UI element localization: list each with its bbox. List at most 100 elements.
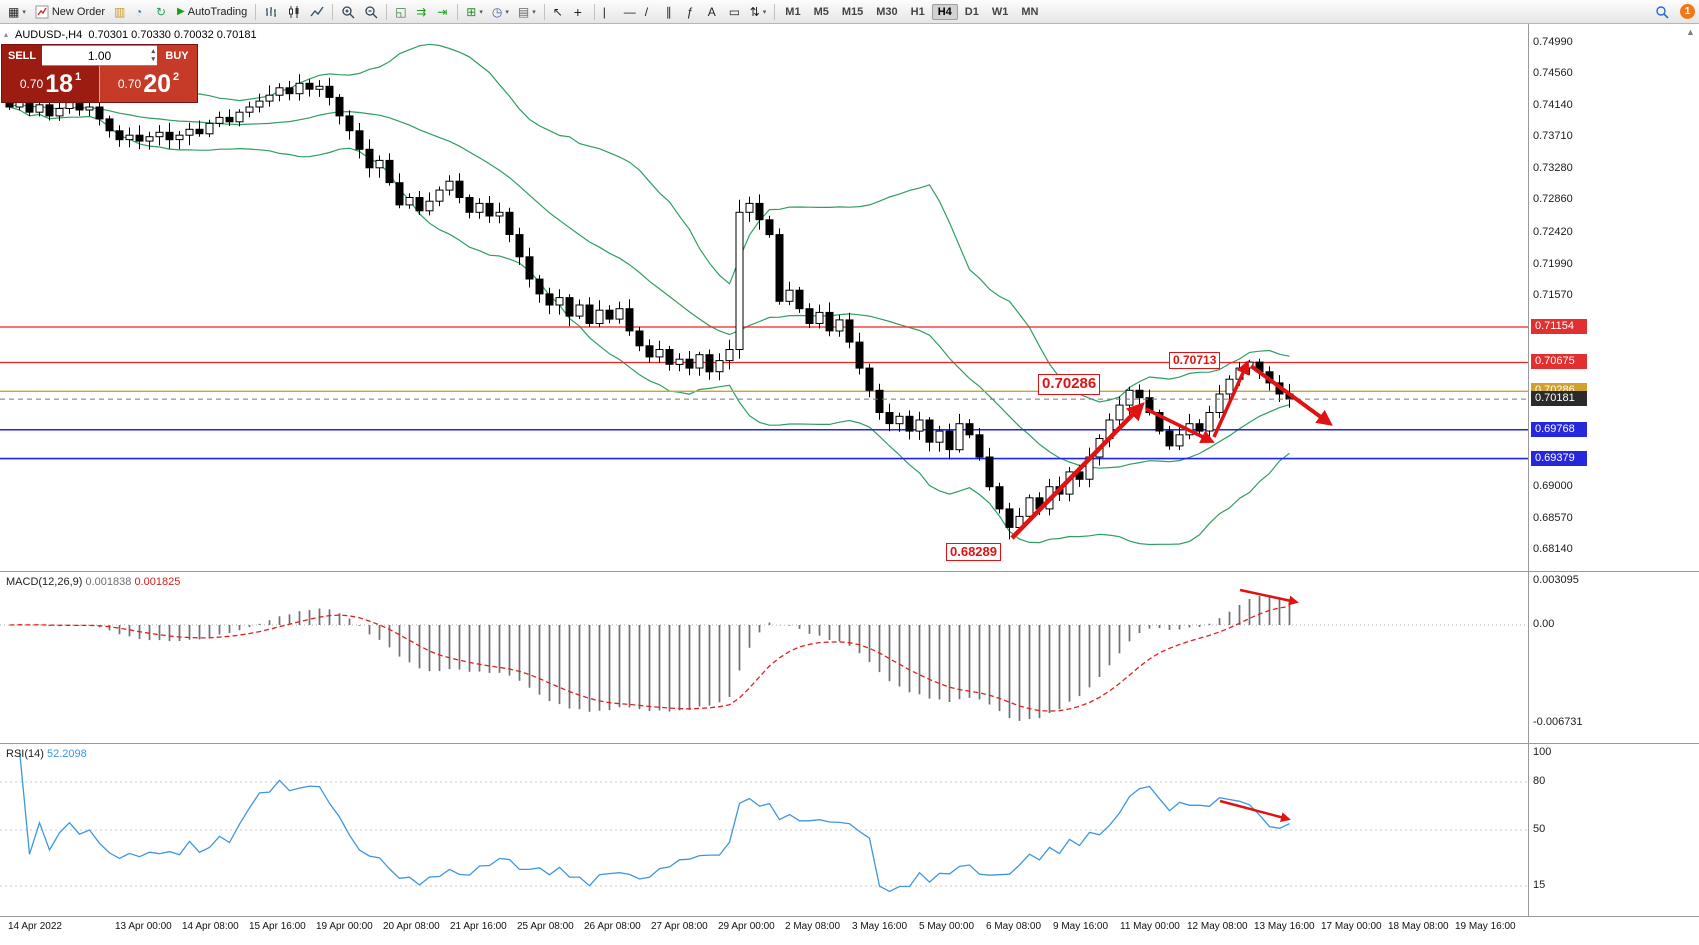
price-axis-tick: 0.68140	[1533, 543, 1573, 556]
panel-splitter[interactable]	[0, 740, 1699, 747]
timeframe-w1-button[interactable]: W1	[986, 4, 1015, 20]
rsi-scale-label: 80	[1533, 775, 1546, 787]
chart-shift-button[interactable]: ⇥	[433, 2, 453, 22]
toolbar-separator	[255, 3, 257, 20]
time-axis-label: 6 May 08:00	[986, 921, 1042, 932]
label-tool-button[interactable]: ▭	[725, 2, 745, 22]
time-axis-label: 5 May 00:00	[919, 921, 975, 932]
price-axis-badge: 0.70181	[1531, 391, 1587, 407]
fibonacci-button[interactable]: ƒ	[683, 2, 703, 22]
macd-label: MACD(12,26,9) 0.001838 0.001825	[6, 576, 181, 588]
timeframe-d1-button[interactable]: D1	[959, 4, 985, 20]
auto-scroll-button[interactable]: ⇉	[412, 2, 432, 22]
sell-price-big: 18	[45, 69, 74, 98]
fibonacci-icon: ƒ	[686, 4, 694, 19]
sell-price[interactable]: 0.70 18 1	[2, 66, 99, 102]
time-axis-label: 19 May 16:00	[1455, 921, 1516, 932]
price-annotation-label[interactable]: 0.68289	[946, 543, 1001, 562]
zoom-out-button[interactable]	[360, 2, 382, 22]
crosshair-button[interactable]: +	[570, 2, 590, 22]
scroll-up-icon[interactable]: ▲	[1686, 27, 1695, 37]
timeframe-h4-button[interactable]: H4	[931, 3, 958, 20]
price-axis-tick: 0.69000	[1533, 479, 1573, 492]
refresh-icon: ↻	[156, 4, 167, 19]
expert-advisors-button[interactable]: ▥	[110, 2, 130, 22]
toolbar-separator	[386, 3, 388, 20]
zoom-in-icon	[342, 5, 355, 18]
time-axis-label: 25 Apr 08:00	[517, 921, 574, 932]
sell-price-small: 0.70	[19, 77, 44, 91]
cursor-button[interactable]: ↖	[549, 2, 569, 22]
time-axis-label: 21 Apr 16:00	[450, 921, 507, 932]
text-tool-button[interactable]: A	[704, 2, 724, 22]
timeframe-m15-button[interactable]: M15	[836, 4, 869, 20]
chart-window-icon: ▦	[8, 4, 20, 19]
crosshair-icon: +	[573, 3, 582, 20]
notification-badge[interactable]: 1	[1680, 4, 1695, 19]
search-icon	[1656, 5, 1669, 19]
horizontal-line-button[interactable]: —	[620, 2, 640, 22]
price-axis-tick: 0.74990	[1533, 35, 1573, 48]
timeframe-m5-button[interactable]: M5	[808, 4, 835, 20]
candlestick-chart-icon	[289, 5, 299, 18]
periods-button[interactable]: ◷ ▾	[488, 2, 513, 22]
volume-up-button[interactable]: ▴	[151, 48, 155, 55]
channel-button[interactable]: ∥	[662, 2, 682, 22]
volume-field[interactable]: 1.00 ▴ ▾	[42, 45, 157, 66]
symbol-info: AUDUSD-,H4 0.70301 0.70330 0.70032 0.701…	[15, 29, 257, 41]
price-annotation-label[interactable]: 0.70286	[1038, 374, 1101, 395]
time-axis-label: 14 Apr 08:00	[182, 921, 239, 932]
time-axis-label: 19 Apr 00:00	[316, 921, 373, 932]
volume-down-button[interactable]: ▾	[151, 56, 155, 63]
time-axis[interactable]: 14 Apr 2022 13 Apr 00:00 14 Apr 08:00 15 Ap…	[0, 917, 1699, 945]
price-axis-badge: 0.69768	[1531, 421, 1587, 437]
market-watch-button[interactable]: ◔	[131, 2, 151, 22]
line-chart-button[interactable]	[306, 2, 328, 22]
candle-chart-button[interactable]	[283, 2, 305, 22]
price-axis-tick: 0.72420	[1533, 226, 1573, 239]
new-order-button[interactable]: New Order	[31, 2, 109, 22]
time-axis-label: 9 May 16:00	[1053, 921, 1109, 932]
panel-splitter[interactable]	[0, 568, 1699, 575]
price-axis-tick: 0.71570	[1533, 289, 1573, 302]
tile-windows-icon: ◱	[395, 4, 407, 19]
timeframe-m1-button[interactable]: M1	[779, 4, 806, 20]
arrows-icon: ⇅	[749, 4, 760, 19]
market-watch-icon: ◔	[135, 4, 143, 19]
tile-windows-button[interactable]: ◱	[391, 2, 411, 22]
new-chart-button[interactable]: ▦ ▾	[4, 2, 30, 22]
sell-button[interactable]: SELL	[2, 45, 42, 66]
bar-chart-button[interactable]	[260, 2, 282, 22]
templates-button[interactable]: ▤ ▾	[514, 2, 540, 22]
zoom-in-button[interactable]	[337, 2, 359, 22]
vertical-line-button[interactable]: |	[599, 2, 619, 22]
timeframe-mn-button[interactable]: MN	[1015, 4, 1044, 20]
time-axis-label: 12 May 08:00	[1187, 921, 1248, 932]
price-axis-badge: 0.70675	[1531, 354, 1587, 370]
collapse-panel-icon[interactable]: ▴	[4, 30, 9, 39]
buy-price[interactable]: 0.70 20 2	[99, 66, 197, 102]
refresh-button[interactable]: ↻	[152, 2, 172, 22]
price-axis-tick: 0.71990	[1533, 257, 1573, 270]
price-axis[interactable]: 0.74990 0.74560 0.74140 0.73710 0.73280 0.728…	[1531, 0, 1626, 945]
time-axis-label: 29 Apr 00:00	[718, 921, 775, 932]
buy-button[interactable]: BUY	[157, 45, 197, 66]
timeframe-m30-button[interactable]: M30	[870, 4, 903, 20]
indicators-button[interactable]: ⊞ ▾	[462, 2, 487, 22]
chevron-down-icon: ▾	[505, 8, 509, 16]
label-icon: ▭	[728, 4, 741, 19]
rsi-scale-label: 50	[1533, 823, 1546, 835]
search-button[interactable]	[1651, 2, 1673, 22]
chevron-down-icon: ▾	[532, 8, 536, 16]
timeframe-h1-button[interactable]: H1	[905, 4, 931, 20]
clock-icon: ◷	[491, 4, 503, 19]
price-axis-badge: 0.71154	[1531, 318, 1587, 334]
price-annotation-label[interactable]: 0.70713	[1169, 352, 1221, 369]
trendline-button[interactable]: /	[641, 2, 661, 22]
time-axis-label: 18 May 08:00	[1388, 921, 1449, 932]
autotrading-button[interactable]: ▶ AutoTrading	[173, 2, 251, 22]
price-axis-tick: 0.74140	[1533, 98, 1573, 111]
arrows-tool-button[interactable]: ⇅ ▾	[746, 2, 771, 22]
time-axis-label: 2 May 08:00	[785, 921, 841, 932]
